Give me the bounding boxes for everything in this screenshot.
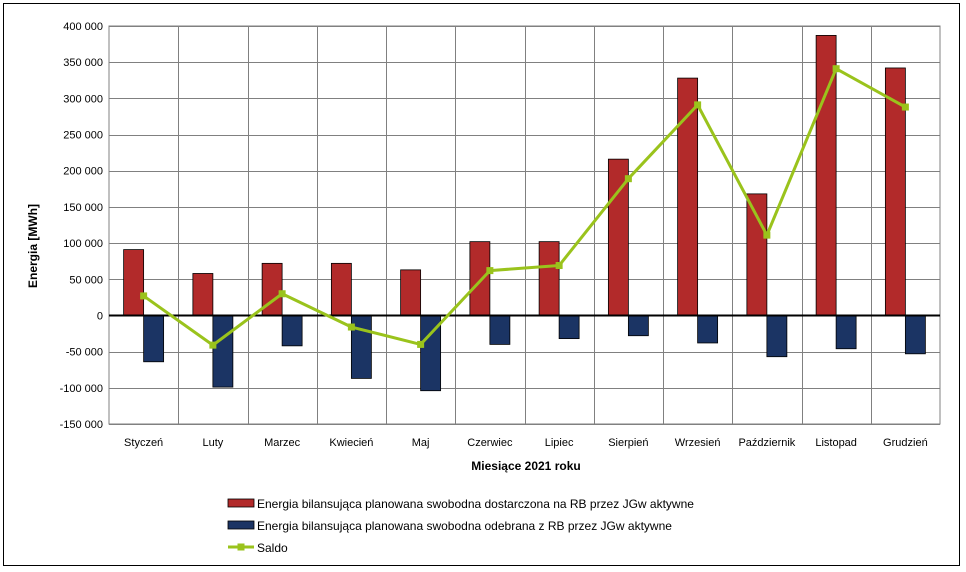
x-tick-label: Grudzień (883, 437, 928, 449)
legend-marker (237, 543, 245, 551)
bar-dostarczona (330, 262, 352, 316)
bar-dostarczona (746, 193, 768, 316)
x-tick-label: Listopad (815, 437, 857, 449)
saldo-line (142, 67, 907, 347)
bar-odebrana (697, 315, 719, 344)
saldo-point (624, 175, 632, 183)
saldo-point (209, 341, 217, 349)
bar-dostarczona (192, 273, 214, 316)
bar-odebrana (627, 315, 649, 337)
legend: Energia bilansująca planowana swobodna d… (227, 497, 694, 555)
bar-odebrana (835, 315, 857, 350)
y-tick-label: 100 000 (63, 238, 103, 250)
grid (108, 25, 941, 425)
y-tick-labels: -150 000 -100 000 -50 000 0 50 000 100 000 150… (60, 21, 103, 431)
saldo-point (901, 103, 909, 111)
bar-dostarczona (123, 249, 145, 316)
x-axis-title: Miesiące 2021 roku (471, 459, 580, 473)
x-tick-label: Lipiec (545, 437, 574, 449)
bar-odebrana (766, 315, 788, 358)
bar-odebrana (143, 315, 165, 363)
bar-odebrana (489, 315, 511, 345)
y-tick-label: -50 000 (66, 347, 103, 359)
saldo-point (763, 231, 771, 239)
y-tick-label: -150 000 (60, 419, 103, 431)
x-tick-labels: Styczeń Luty Marzec Kwiecień Maj Czerwiec Lipi… (124, 437, 928, 449)
legend-swatch (227, 498, 255, 508)
y-tick-label: 250 000 (63, 130, 103, 142)
saldo-point (694, 101, 702, 109)
y-tick-label: 50 000 (69, 274, 103, 286)
saldo-point (278, 290, 286, 298)
bar-odebrana (212, 315, 234, 388)
saldo-point (417, 340, 425, 348)
y-tick-label: -100 000 (60, 383, 103, 395)
x-tick-label: Maj (412, 437, 430, 449)
legend-label: Energia bilansująca planowana swobodna o… (257, 519, 672, 533)
y-tick-label: 150 000 (63, 202, 103, 214)
y-tick-label: 200 000 (63, 166, 103, 178)
legend-label: Energia bilansująca planowana swobodna d… (257, 497, 694, 511)
x-tick-label: Luty (202, 437, 223, 449)
chart: -150 000 -100 000 -50 000 0 50 000 100 000 150… (26, 21, 941, 555)
y-tick-label: 400 000 (63, 21, 103, 33)
x-tick-label: Marzec (264, 437, 301, 449)
plot-area (108, 25, 941, 425)
x-tick-label: Wrzesień (675, 437, 721, 449)
saldo-point (140, 292, 148, 300)
saldo-point (832, 65, 840, 73)
bar-dostarczona (400, 269, 422, 316)
bars (123, 35, 926, 392)
y-axis-title: Energia [MWh] (26, 204, 40, 288)
legend-label: Saldo (257, 541, 288, 555)
bar-odebrana (281, 315, 303, 347)
saldo-point (486, 267, 494, 275)
x-tick-label: Czerwiec (467, 437, 513, 449)
saldo-point (347, 323, 355, 331)
bar-dostarczona (538, 241, 560, 316)
legend-swatch (227, 520, 255, 530)
chart-frame: -150 000 -100 000 -50 000 0 50 000 100 000 150… (3, 3, 960, 566)
y-tick-label: 0 (97, 310, 103, 322)
x-tick-label: Październik (738, 437, 795, 449)
x-tick-label: Styczeń (124, 437, 163, 449)
bar-odebrana (558, 315, 580, 340)
x-tick-label: Sierpień (608, 437, 648, 449)
y-tick-label: 300 000 (63, 93, 103, 105)
bar-dostarczona (469, 241, 491, 316)
bar-odebrana (904, 315, 926, 355)
x-tick-label: Kwiecień (329, 437, 373, 449)
y-tick-label: 350 000 (63, 57, 103, 69)
saldo-series (140, 65, 909, 349)
saldo-point (555, 262, 563, 270)
